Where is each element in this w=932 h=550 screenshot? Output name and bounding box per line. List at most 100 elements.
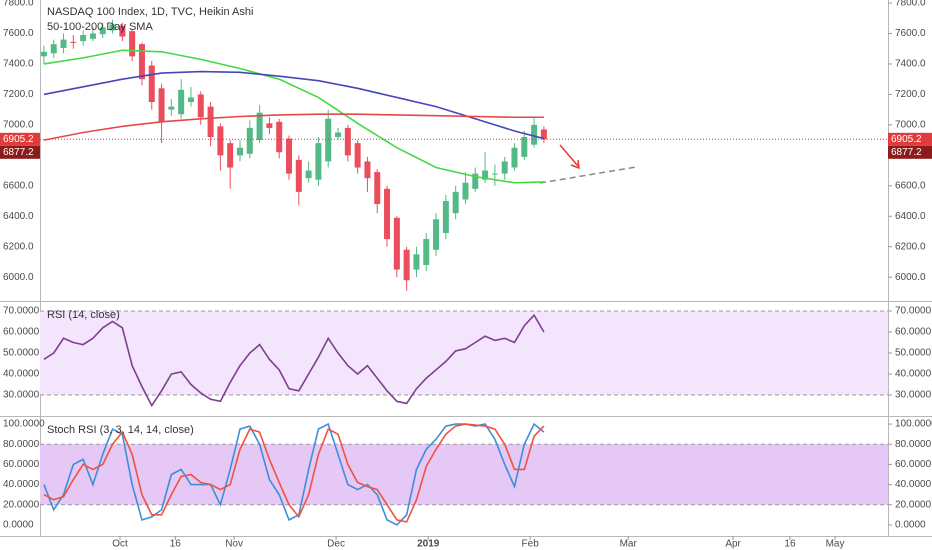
y-tick-label: 60.0000 xyxy=(3,327,40,338)
y-tick-label: 6000.0 xyxy=(895,272,926,283)
candle-body xyxy=(305,170,312,179)
chart-title: NASDAQ 100 Index, 1D, TVC, Heikin Ashi xyxy=(47,6,253,18)
y-tick-label: 20.0000 xyxy=(3,499,40,510)
trend-projection xyxy=(539,166,637,184)
price-tag xyxy=(0,145,40,159)
candle-body xyxy=(197,94,204,118)
candle-body xyxy=(472,173,479,189)
candle-body xyxy=(354,143,361,168)
x-tick-label: 2019 xyxy=(417,539,440,550)
price-tag-label: 6905.2 xyxy=(3,134,34,145)
x-tick-label: Dec xyxy=(327,539,345,550)
candle-body xyxy=(433,219,440,250)
candle-body xyxy=(521,137,528,157)
candle-body xyxy=(403,249,410,281)
y-tick-label: 40.0000 xyxy=(3,479,40,490)
y-tick-label: 7200.0 xyxy=(3,89,34,100)
y-tick-label: 80.0000 xyxy=(3,439,40,450)
y-tick-label: 7200.0 xyxy=(895,89,926,100)
candle-body xyxy=(158,88,165,122)
y-tick-label: 7000.0 xyxy=(3,120,34,131)
candle-body xyxy=(393,217,400,270)
price-tag xyxy=(888,132,932,146)
candle-body xyxy=(246,127,253,154)
candle-body xyxy=(178,89,185,115)
y-tick-label: 50.0000 xyxy=(3,348,40,359)
candle-body xyxy=(374,172,381,205)
candle-body xyxy=(364,161,371,179)
candle-body xyxy=(501,161,508,174)
y-tick-label: 60.0000 xyxy=(895,327,932,338)
candle-body xyxy=(462,182,469,200)
candle-body xyxy=(442,201,449,233)
candle-body xyxy=(315,143,322,180)
y-tick-label: 7800.0 xyxy=(895,0,926,9)
y-tick-label: 6000.0 xyxy=(3,272,34,283)
candle-body xyxy=(217,126,224,156)
band xyxy=(40,310,888,396)
y-tick-label: 70.0000 xyxy=(895,306,932,317)
y-tick-label: 60.0000 xyxy=(895,459,932,470)
line xyxy=(43,113,544,141)
candle-body xyxy=(325,118,332,162)
y-tick-label: 0.0000 xyxy=(3,520,34,531)
candle-body xyxy=(80,35,87,42)
candle-body xyxy=(236,147,243,156)
line xyxy=(43,313,545,408)
price-tag-label: 6877.2 xyxy=(891,147,922,158)
candle-body xyxy=(109,24,116,31)
candle-body xyxy=(129,31,136,57)
candle-body xyxy=(138,44,145,80)
y-tick-label: 100.0000 xyxy=(3,419,45,430)
y-tick-label: 6600.0 xyxy=(895,180,926,191)
candle-body xyxy=(168,106,175,110)
candle-body xyxy=(335,132,342,138)
candle-body xyxy=(60,39,67,48)
y-tick-label: 40.0000 xyxy=(3,369,40,380)
y-tick-label: 20.0000 xyxy=(895,499,932,510)
y-tick-label: 40.0000 xyxy=(895,479,932,490)
price-tag-label: 6877.2 xyxy=(3,147,34,158)
y-tick-label: 100.0000 xyxy=(895,419,932,430)
candle-body xyxy=(148,65,155,103)
candle-body xyxy=(89,33,96,39)
y-tick-label: 30.0000 xyxy=(3,390,40,401)
candle-body xyxy=(266,123,273,128)
candle-body xyxy=(384,188,391,240)
price-tag xyxy=(0,132,40,146)
candle-body xyxy=(50,44,57,54)
candle-body xyxy=(344,127,351,156)
line xyxy=(43,49,544,184)
price-tag-label: 6905.2 xyxy=(891,134,922,145)
x-tick-label: Oct xyxy=(112,539,128,550)
candle-body xyxy=(119,25,126,37)
candle-body xyxy=(40,51,47,57)
x-tick-label: Feb xyxy=(522,539,540,550)
y-tick-label: 70.0000 xyxy=(3,306,40,317)
y-tick-label: 7800.0 xyxy=(3,0,34,9)
candle-body xyxy=(70,41,77,43)
candle-body xyxy=(511,147,518,168)
line xyxy=(43,422,545,526)
x-tick-label: Mar xyxy=(620,539,638,550)
y-tick-label: 6400.0 xyxy=(895,211,926,222)
y-tick-label: 7600.0 xyxy=(895,28,926,39)
candle-body xyxy=(413,254,420,270)
line xyxy=(43,423,545,523)
candle-body xyxy=(187,97,194,103)
candle-body xyxy=(295,159,302,192)
y-tick-label: 60.0000 xyxy=(3,459,40,470)
candle-body xyxy=(531,124,538,145)
rsi-title: RSI (14, close) xyxy=(47,309,120,321)
candle-body xyxy=(99,27,106,35)
stoch-title: Stoch RSI (3, 3, 14, 14, close) xyxy=(47,424,194,436)
candle-body xyxy=(482,170,489,180)
y-tick-label: 30.0000 xyxy=(895,390,932,401)
arrow xyxy=(559,144,579,167)
y-tick-label: 7400.0 xyxy=(3,59,34,70)
candle-body xyxy=(540,129,547,140)
candle-body xyxy=(423,239,430,265)
y-tick-label: 50.0000 xyxy=(895,348,932,359)
chart-subtitle: 50-100-200 Day SMA xyxy=(47,21,153,33)
